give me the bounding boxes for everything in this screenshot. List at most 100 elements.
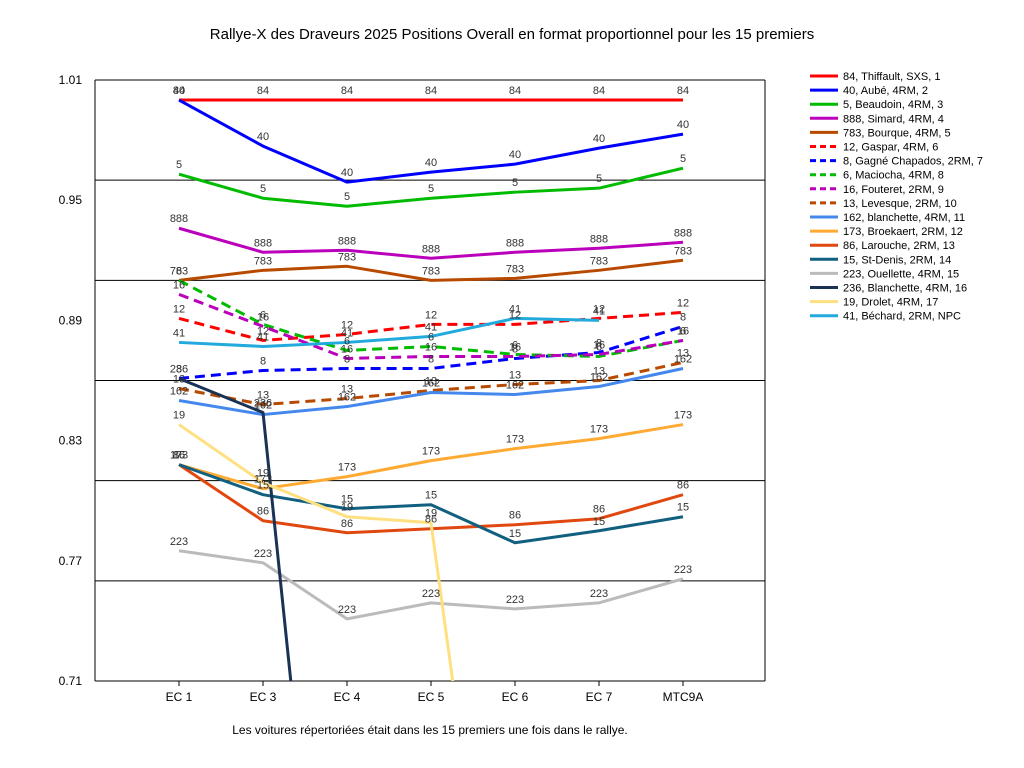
legend-entry: 162, blanchette, 4RM, 11 [843, 212, 965, 224]
data-label: 40 [593, 133, 605, 145]
series-line [178, 98, 684, 184]
x-tick-label: EC 5 [418, 690, 445, 704]
data-label: 8 [680, 311, 686, 323]
data-label: 6 [680, 325, 686, 337]
data-label: 86 [425, 514, 437, 526]
y-tick-labels: 0.71 0.77 0.83 0.89 0.95 1.01 [59, 73, 83, 688]
series-line [178, 316, 600, 348]
data-label: 13 [341, 384, 353, 396]
series-line [178, 258, 684, 282]
data-label: 16 [593, 339, 605, 351]
legend-entry: 888, Simard, 4RM, 4 [843, 113, 944, 125]
series-line [178, 279, 684, 358]
data-label: 13 [173, 374, 185, 386]
data-label: 6 [512, 339, 518, 351]
y-tick-label: 0.95 [59, 193, 83, 207]
data-label: 40 [509, 149, 521, 161]
series-line [178, 166, 684, 208]
data-label: 236 [170, 363, 188, 375]
data-label: 15 [677, 502, 689, 514]
legend-entry: 173, Broekaert, 2RM, 12 [843, 226, 963, 238]
data-label: 173 [338, 462, 356, 474]
data-label: 5 [596, 173, 602, 185]
data-label: 40 [257, 131, 269, 143]
data-label: 13 [257, 390, 269, 402]
data-label: 223 [338, 604, 356, 616]
data-label: 888 [506, 237, 524, 249]
data-label: 8 [512, 343, 518, 355]
data-label: 223 [422, 588, 440, 600]
data-label: 19 [425, 508, 437, 520]
data-label: 888 [338, 235, 356, 247]
data-label: 12 [425, 309, 437, 321]
data-label: 15 [257, 480, 269, 492]
data-label: 86 [173, 450, 185, 462]
data-label: 12 [341, 319, 353, 331]
y-tick-label: 0.89 [59, 313, 83, 327]
data-label: 19 [257, 468, 269, 480]
x-tick-label: EC 3 [250, 690, 277, 704]
data-label: 162 [254, 400, 272, 412]
chart-footnote: Les voitures répertoriées était dans les… [232, 723, 628, 737]
data-label: 223 [170, 536, 188, 548]
chart-title: Rallye-X des Draveurs 2025 Positions Ove… [210, 26, 814, 43]
data-label: 16 [677, 325, 689, 337]
data-label: 5 [428, 183, 434, 195]
data-label: 8 [344, 353, 350, 365]
data-label: 223 [506, 594, 524, 606]
axes [94, 80, 766, 686]
data-label: 13 [593, 366, 605, 378]
data-label: 173 [170, 450, 188, 462]
x-tick-label: EC 1 [166, 690, 193, 704]
legend-entry: 15, St-Denis, 2RM, 14 [843, 254, 951, 266]
data-label: 162 [674, 353, 692, 365]
data-label: 86 [677, 480, 689, 492]
data-label: 783 [254, 255, 272, 267]
legend-entry: 86, Larouche, 2RM, 13 [843, 240, 955, 252]
data-label: 5 [680, 153, 686, 165]
series-line [178, 310, 684, 342]
data-label: 16 [341, 343, 353, 355]
data-label: 8 [596, 337, 602, 349]
data-label: 86 [509, 510, 521, 522]
legend-entry: 41, Béchard, 2RM, NPC [843, 311, 961, 323]
legend-entry: 16, Fouteret, 2RM, 9 [843, 184, 944, 196]
data-label: 15 [341, 494, 353, 506]
data-label: 783 [506, 263, 524, 275]
data-label: 16 [509, 341, 521, 353]
data-label: 173 [506, 434, 524, 446]
data-label: 6 [344, 335, 350, 347]
data-label: 783 [422, 265, 440, 277]
x-tick-label: EC 4 [334, 690, 361, 704]
series-line [178, 324, 684, 380]
data-label: 162 [170, 386, 188, 398]
data-label: 12 [677, 297, 689, 309]
data-label: 173 [254, 474, 272, 486]
data-label: 86 [593, 504, 605, 516]
data-label: 8 [176, 363, 182, 375]
data-label: 16 [173, 279, 185, 291]
data-label: 173 [422, 446, 440, 458]
data-label: 223 [674, 564, 692, 576]
data-label: 5 [344, 191, 350, 203]
legend-entry: 783, Bourque, 4RM, 5 [843, 127, 951, 139]
data-label: 888 [422, 243, 440, 255]
data-label: 888 [170, 213, 188, 225]
data-label: 16 [425, 341, 437, 353]
data-label: 41 [341, 327, 353, 339]
series-line [178, 423, 455, 681]
data-label: 84 [509, 85, 521, 97]
data-label: 6 [176, 265, 182, 277]
series-line [178, 377, 293, 681]
data-label: 783 [590, 255, 608, 267]
legend-entry: 12, Gaspar, 4RM, 6 [843, 142, 938, 154]
legend-entry: 19, Drolet, 4RM, 17 [843, 297, 938, 309]
legend-entry: 13, Levesque, 2RM, 10 [843, 198, 957, 210]
data-label: 12 [173, 303, 185, 315]
y-tick-label: 1.01 [59, 73, 83, 87]
data-label: 8 [428, 353, 434, 365]
data-label: 236 [254, 398, 272, 410]
data-label: 888 [674, 227, 692, 239]
data-label: 40 [425, 157, 437, 169]
data-label: 16 [257, 311, 269, 323]
